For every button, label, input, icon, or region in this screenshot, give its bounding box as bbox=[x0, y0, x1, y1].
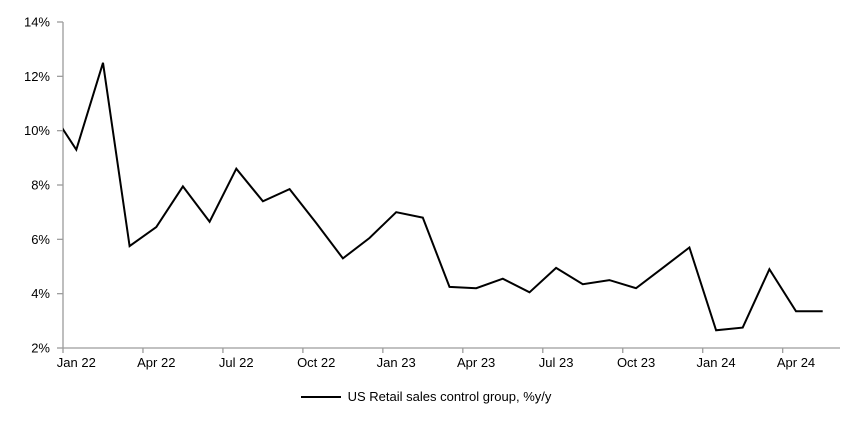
x-tick-label: Jan 22 bbox=[57, 355, 96, 370]
y-tick-label: 14% bbox=[24, 15, 50, 30]
x-tick-label: Oct 22 bbox=[297, 355, 335, 370]
legend: US Retail sales control group, %y/y bbox=[0, 389, 852, 404]
y-tick-label: 6% bbox=[31, 232, 50, 247]
y-tick-label: 8% bbox=[31, 178, 50, 193]
y-tick-label: 10% bbox=[24, 123, 50, 138]
x-tick-label: Jan 23 bbox=[377, 355, 416, 370]
legend-line-swatch bbox=[300, 395, 341, 398]
x-tick-label: Apr 22 bbox=[137, 355, 175, 370]
x-tick-label: Apr 23 bbox=[457, 355, 495, 370]
x-tick-label: Oct 23 bbox=[617, 355, 655, 370]
x-tick-label: Jul 23 bbox=[539, 355, 574, 370]
y-tick-label: 2% bbox=[31, 341, 50, 356]
x-tick-label: Jan 24 bbox=[697, 355, 736, 370]
series-line bbox=[63, 62, 823, 332]
y-tick-label: 4% bbox=[31, 286, 50, 301]
x-tick-label: Jul 22 bbox=[219, 355, 254, 370]
legend-series-label: US Retail sales control group, %y/y bbox=[347, 389, 552, 404]
y-tick-label: 12% bbox=[24, 69, 50, 84]
x-tick-label: Apr 24 bbox=[777, 355, 815, 370]
